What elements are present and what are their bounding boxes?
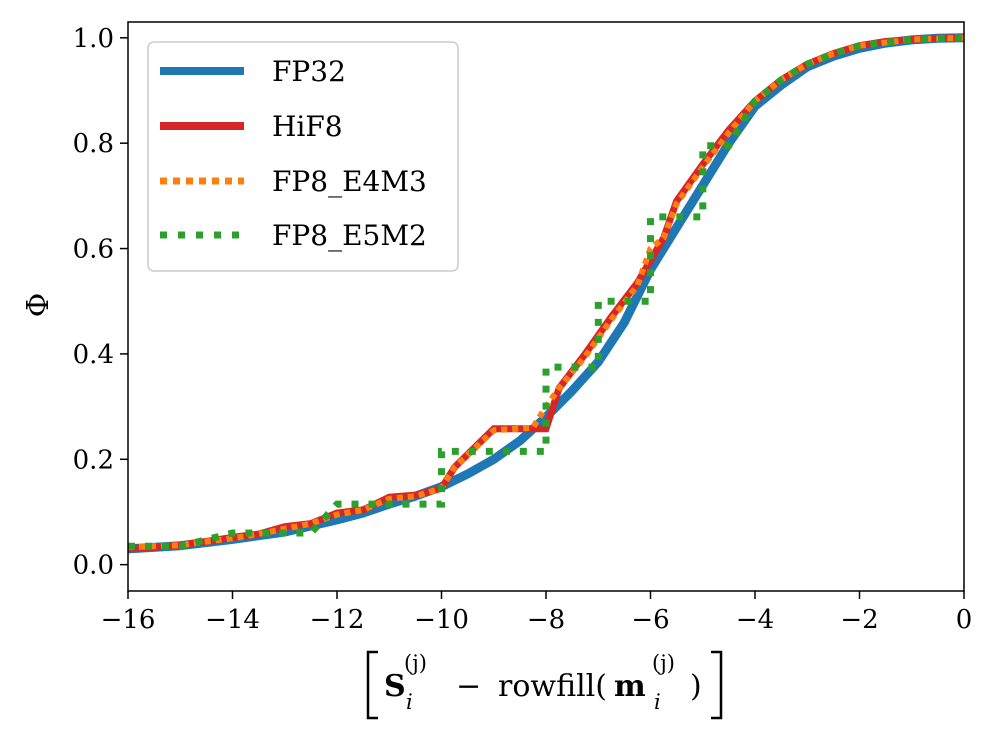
legend: FP32 HiF8 FP8_E4M3 FP8_E5M2 xyxy=(147,41,459,272)
legend-box xyxy=(147,41,459,272)
y-tick-label: 0.2 xyxy=(73,445,114,475)
x-tick-label: −10 xyxy=(414,605,469,635)
legend-label-fp32: FP32 xyxy=(272,55,346,88)
series-line-fp8-e5m2 xyxy=(128,34,964,550)
x-label-symbol-m: m xyxy=(614,669,646,704)
x-tick-label: 0 xyxy=(956,605,973,635)
x-tick-label: −8 xyxy=(527,605,565,635)
x-tick-label: −16 xyxy=(101,605,156,635)
y-tick-label: 0.0 xyxy=(73,551,114,581)
legend-label-fp8-e5m2: FP8_E5M2 xyxy=(272,219,427,252)
x-label-subscript-i: i xyxy=(406,690,413,714)
x-label-right-bracket xyxy=(711,650,723,720)
x-axis: −16 −14 −12 −10 −8 −6 −4 −2 0 xyxy=(101,591,973,635)
x-tick-label: −6 xyxy=(631,605,669,635)
y-tick-label: 0.6 xyxy=(73,235,114,265)
y-axis: 0.0 0.2 0.4 0.6 0.8 1.0 xyxy=(73,24,128,581)
x-label-left-bracket xyxy=(366,650,378,720)
legend-label-fp8-e4m3: FP8_E4M3 xyxy=(272,165,427,198)
x-tick-label: −2 xyxy=(840,605,878,635)
x-tick-label: −12 xyxy=(310,605,365,635)
x-label-symbol-s: S xyxy=(384,669,406,704)
x-label-minus: − xyxy=(456,669,481,704)
x-label-superscript-j-2: (j) xyxy=(652,651,675,675)
series-line-fp8-e4m3 xyxy=(128,34,964,551)
legend-label-hif8: HiF8 xyxy=(272,110,343,143)
x-label-close-paren: ) xyxy=(690,669,702,704)
y-tick-label: 0.4 xyxy=(73,340,114,370)
x-tick-label: −14 xyxy=(205,605,260,635)
x-label-rowfill: rowfill( xyxy=(498,669,607,704)
series-layer xyxy=(128,33,964,554)
x-tick-label: −4 xyxy=(736,605,774,635)
y-axis-label: Φ xyxy=(21,293,56,318)
x-label-subscript-i-2: i xyxy=(654,690,661,714)
y-tick-label: 1.0 xyxy=(73,24,114,54)
x-label-superscript-j: (j) xyxy=(404,651,427,675)
x-axis-label: S i (j) − rowfill( m i (j) ) xyxy=(366,650,723,720)
y-tick-label: 0.8 xyxy=(73,129,114,159)
